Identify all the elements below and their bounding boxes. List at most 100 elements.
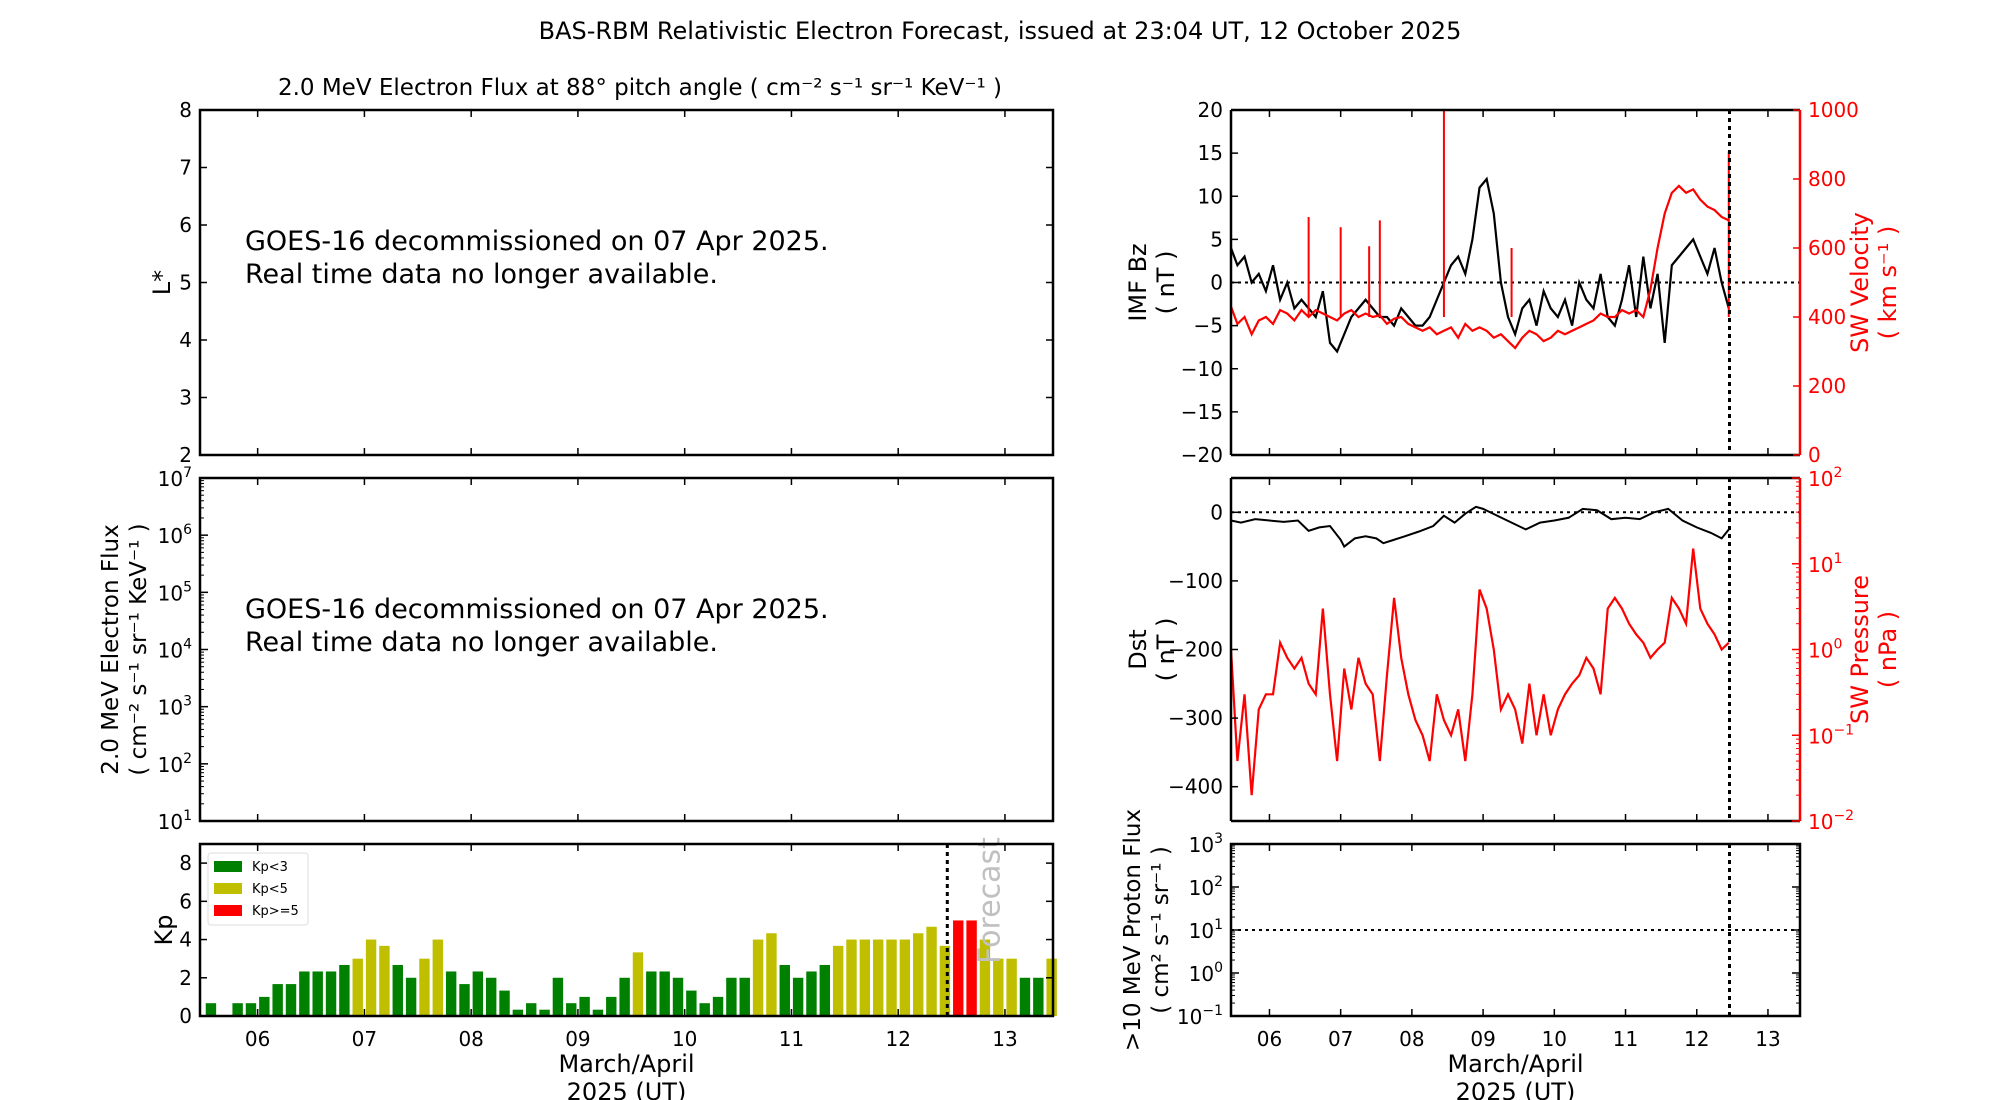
kp-xtick-label: 08 xyxy=(458,1027,483,1051)
sw-pressure-ytick-label: 10−1 xyxy=(1808,722,1854,748)
kp-bar xyxy=(499,990,510,1016)
proton-ytick-label: 100 xyxy=(1189,960,1223,986)
kp-bar xyxy=(512,1009,524,1016)
kp-bar xyxy=(899,939,911,1016)
dst-ylabel: Dst( nT ) xyxy=(1124,618,1180,682)
kp-xlabel-line1: March/April xyxy=(558,1050,694,1078)
sw-pressure-ylabel: SW Pressure( nPa ) xyxy=(1846,575,1902,724)
kp-bar xyxy=(779,964,790,1016)
sw-pressure-ytick-label: 101 xyxy=(1808,551,1842,577)
kp-bar xyxy=(913,933,924,1016)
kp-bar xyxy=(859,939,871,1016)
kp-bar xyxy=(445,971,457,1016)
kp-ytick-label: 4 xyxy=(179,928,192,952)
proton-xtick-label: 11 xyxy=(1613,1027,1638,1051)
kp-bar xyxy=(485,977,497,1016)
kp-legend-label: Kp<5 xyxy=(252,882,288,897)
sw-pressure-ytick-label: 10−2 xyxy=(1808,808,1854,834)
kp-legend-label: Kp<3 xyxy=(252,860,288,875)
imf-ytick-label: −15 xyxy=(1181,400,1223,424)
kp-bar xyxy=(712,996,724,1016)
kp-bar xyxy=(886,939,897,1016)
kp-bar xyxy=(606,996,617,1016)
imf-ytick-label: −10 xyxy=(1181,357,1223,381)
eflux-ytick-label: 103 xyxy=(158,694,192,720)
proton-ytick-label: 10−1 xyxy=(1177,1003,1223,1029)
kp-bar xyxy=(766,933,777,1016)
kp-xtick-label: 09 xyxy=(565,1027,590,1051)
kp-bar xyxy=(285,984,297,1016)
kp-ytick-label: 2 xyxy=(179,966,192,990)
dst-ytick-label: −300 xyxy=(1168,706,1223,730)
kp-bar xyxy=(299,971,310,1016)
proton-ylabel: >10 MeV Proton Flux( cm² s⁻¹ sr⁻¹ ) xyxy=(1120,809,1174,1051)
kp-bar xyxy=(926,926,937,1016)
sw-velocity-ytick-label: 800 xyxy=(1808,167,1846,191)
proton-xtick-label: 07 xyxy=(1328,1027,1353,1051)
proton-ytick-label: 102 xyxy=(1189,874,1223,900)
kp-bar xyxy=(539,1009,550,1016)
kp-legend-swatch xyxy=(214,861,242,872)
kp-bar xyxy=(1046,958,1057,1016)
kp-bar xyxy=(979,939,991,1016)
kp-bar xyxy=(846,939,857,1016)
kp-bar xyxy=(953,920,964,1016)
eflux-ytick-label: 105 xyxy=(158,579,192,605)
figure-title: BAS-RBM Relativistic Electron Forecast, … xyxy=(539,17,1462,45)
kp-xlabel-line2: 2025 (UT) xyxy=(567,1078,687,1100)
kp-ytick-label: 8 xyxy=(179,851,192,875)
proton-xlabel-line1: March/April xyxy=(1447,1050,1583,1078)
lstar-message-line2: Real time data no longer available. xyxy=(245,259,718,290)
lstar-message-line1: GOES-16 decommissioned on 07 Apr 2025. xyxy=(245,226,829,257)
sw-velocity-ytick-label: 600 xyxy=(1808,236,1846,260)
kp-legend-label: Kp>=5 xyxy=(252,904,299,919)
proton-xtick-label: 06 xyxy=(1257,1027,1282,1051)
kp-bar xyxy=(245,1003,257,1016)
imf-ytick-label: 5 xyxy=(1210,227,1223,251)
kp-bar xyxy=(552,977,564,1016)
sw-pressure-ytick-label: 102 xyxy=(1808,465,1842,491)
imf-ytick-label: 10 xyxy=(1198,184,1223,208)
kp-xtick-label: 12 xyxy=(885,1027,910,1051)
kp-forecast-label: Forecast xyxy=(972,837,1007,964)
kp-bar xyxy=(392,964,403,1016)
kp-bar xyxy=(432,939,444,1016)
kp-bar xyxy=(259,996,270,1016)
dst-line xyxy=(1230,505,1730,549)
kp-legend-swatch xyxy=(214,883,242,894)
lstar-ytick-label: 8 xyxy=(179,98,192,122)
kp-bar xyxy=(832,945,844,1016)
kp-xtick-label: 10 xyxy=(672,1027,697,1051)
kp-bar xyxy=(646,971,657,1016)
sw-velocity-ytick-label: 200 xyxy=(1808,374,1846,398)
kp-bar xyxy=(1006,958,1017,1016)
kp-bar xyxy=(352,958,363,1016)
lstar-ytick-label: 4 xyxy=(179,328,192,352)
kp-bar xyxy=(806,971,817,1016)
kp-bar xyxy=(939,945,951,1016)
kp-bar xyxy=(659,971,670,1016)
kp-bar xyxy=(339,964,350,1016)
panels: 2.0 MeV Electron Flux at 88° pitch angle… xyxy=(98,75,1902,1100)
proton-xtick-label: 09 xyxy=(1470,1027,1495,1051)
kp-bar xyxy=(526,1003,537,1016)
dst-ytick-label: −100 xyxy=(1168,569,1223,593)
kp-bar xyxy=(1019,977,1031,1016)
kp-bar xyxy=(686,990,697,1016)
dst-ytick-label: −400 xyxy=(1168,775,1223,799)
sw-velocity-ytick-label: 400 xyxy=(1808,305,1846,329)
kp-bar xyxy=(379,945,390,1016)
proton-ytick-label: 103 xyxy=(1189,831,1223,857)
kp-bar xyxy=(739,977,750,1016)
kp-bar xyxy=(205,1003,217,1016)
kp-bar xyxy=(405,977,417,1016)
lstar-title: 2.0 MeV Electron Flux at 88° pitch angle… xyxy=(278,75,1002,101)
kp-bar xyxy=(699,1003,710,1016)
kp-bar xyxy=(325,971,337,1016)
kp-xtick-label: 07 xyxy=(352,1027,377,1051)
kp-bar xyxy=(365,939,377,1016)
kp-bar xyxy=(726,977,737,1016)
kp-bar xyxy=(752,939,764,1016)
sw-velocity-ytick-label: 0 xyxy=(1808,443,1821,467)
proton-xtick-label: 12 xyxy=(1684,1027,1709,1051)
